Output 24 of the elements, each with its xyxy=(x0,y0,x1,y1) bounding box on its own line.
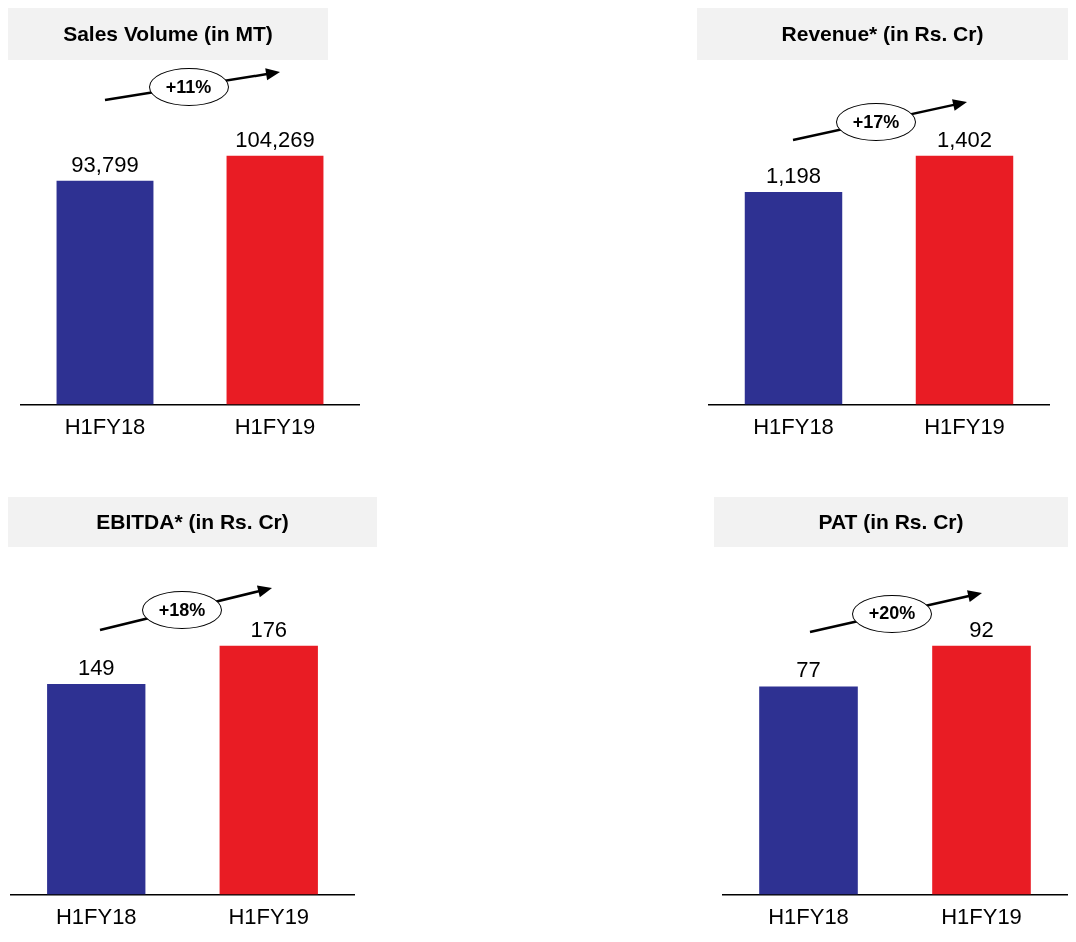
chart-title: PAT (in Rs. Cr) xyxy=(714,497,1068,547)
data-label: 92 xyxy=(969,616,994,642)
x-tick-label: H1FY19 xyxy=(941,903,1022,929)
chart-title: Sales Volume (in MT) xyxy=(8,8,328,60)
x-tick-label: H1FY19 xyxy=(924,413,1005,439)
data-label: 104,269 xyxy=(235,126,315,152)
x-tick-label: H1FY19 xyxy=(228,903,310,929)
data-label: 1,198 xyxy=(765,163,822,189)
x-tick-label: H1FY18 xyxy=(753,413,834,439)
x-tick-label: H1FY18 xyxy=(55,903,137,929)
text: +20% xyxy=(852,594,932,633)
x-tick-label: H1FY19 xyxy=(234,413,316,439)
data-label: 1,402 xyxy=(936,126,993,152)
data-label: 149 xyxy=(77,655,115,681)
chart-title: EBITDA* (in Rs. Cr) xyxy=(8,497,377,547)
data-label: 93,799 xyxy=(71,151,139,177)
text: +17% xyxy=(836,103,916,141)
text: +11% xyxy=(148,68,229,106)
x-tick-label: H1FY18 xyxy=(64,413,146,439)
data-label: 176 xyxy=(250,616,288,642)
chart-title: Revenue* (in Rs. Cr) xyxy=(697,8,1068,60)
x-tick-label: H1FY18 xyxy=(768,903,849,929)
data-label: 77 xyxy=(796,657,821,683)
text: +18% xyxy=(142,591,222,629)
